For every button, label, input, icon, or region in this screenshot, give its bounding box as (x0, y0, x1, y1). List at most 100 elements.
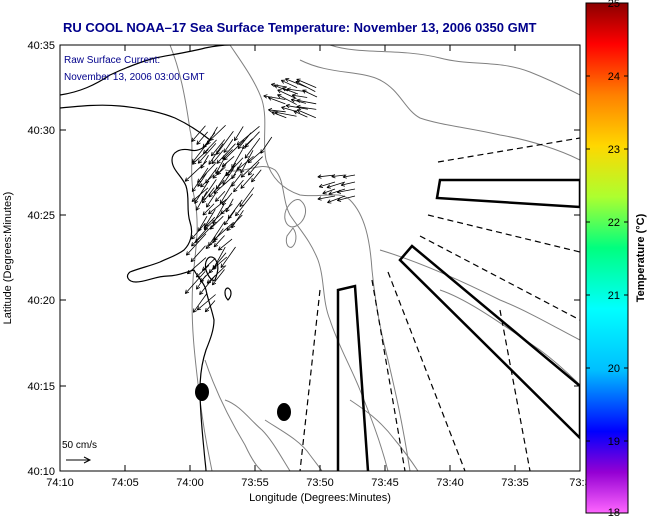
current-vector-arrow (195, 191, 208, 211)
current-vector-arrow (190, 245, 206, 263)
current-vector-arrow (240, 173, 255, 189)
current-vector-arrow (284, 77, 307, 88)
current-vector-arrow (286, 87, 308, 93)
current-vector-arrow (223, 139, 234, 153)
current-vector-arrow (196, 294, 216, 311)
current-vector-arrow (302, 89, 318, 98)
figure-title: RU COOL NOAA–17 Sea Surface Temperature:… (63, 20, 537, 35)
dashed-lines (299, 137, 580, 471)
current-vector-arrow (336, 195, 356, 202)
current-vector-arrow (217, 238, 233, 251)
plot-area: 50 cm/s (60, 45, 580, 471)
colorbar-tick: 24 (608, 71, 620, 83)
x-tick-label: 73:50 (306, 477, 334, 489)
current-vector-arrow (277, 94, 297, 105)
current-vector-arrow (192, 293, 208, 313)
colorbar-tick: 22 (608, 217, 620, 229)
x-tick-label: 74:05 (111, 477, 139, 489)
buoy-marker-2 (277, 403, 291, 421)
x-tick-label: 74:00 (176, 477, 204, 489)
current-vector-arrow (322, 188, 336, 195)
current-vector-arrow (273, 84, 289, 92)
current-vector-arrow (197, 143, 217, 164)
current-vector-arrow (317, 174, 336, 179)
current-vector-arrow (196, 275, 206, 290)
current-vector-arrow (220, 246, 236, 269)
current-vector-arrow (244, 137, 261, 159)
current-vector-arrow (263, 94, 286, 100)
current-vector-arrow (204, 300, 216, 313)
current-vector-arrow (191, 149, 209, 165)
current-vector-arrow (214, 191, 226, 202)
x-tick-label: 74:10 (46, 477, 74, 489)
current-vector-arrow (342, 174, 356, 179)
current-vector-arrow (285, 103, 308, 110)
y-tick-label: 40:20 (27, 295, 55, 307)
current-vector-arrow (239, 187, 255, 208)
current-vector-arrow (326, 181, 346, 189)
x-tick-label: 73:40 (436, 477, 464, 489)
current-vector-arrow (208, 143, 224, 165)
current-vector-arrow (270, 82, 287, 88)
surface-current-vectors (184, 77, 356, 313)
x-tick-label: 73:3 (569, 477, 590, 489)
current-vector-arrow (291, 93, 308, 98)
current-vector-arrow (185, 233, 207, 256)
current-vector-arrow (216, 143, 236, 164)
current-vector-arrow (240, 156, 263, 178)
y-tick-label: 40:30 (27, 125, 55, 137)
y-tick-label: 40:25 (27, 210, 55, 222)
current-vector-arrow (295, 81, 316, 92)
current-vector-arrow (191, 227, 208, 247)
current-vector-arrow (327, 195, 346, 204)
y-tick-label: 40:15 (27, 381, 55, 393)
traffic-lanes (336, 178, 580, 471)
colorbar-tick: 19 (608, 436, 620, 448)
colorbar: 25 24 23 22 21 20 19 18 Temperature (°C) (585, 0, 647, 518)
current-vector-arrow (293, 110, 308, 118)
current-vector-arrow (208, 198, 227, 215)
current-vector-arrow (296, 104, 317, 110)
scale-arrow (66, 456, 92, 464)
current-vector-arrow (280, 79, 298, 88)
colorbar-tick: 23 (608, 144, 620, 156)
current-vector-arrow (318, 181, 336, 188)
scale-label: 50 cm/s (62, 440, 97, 451)
coastline (60, 45, 232, 471)
current-vector-arrow (194, 180, 210, 204)
current-vector-arrow (186, 257, 207, 275)
current-vector-arrow (191, 167, 209, 193)
current-vector-arrow (296, 98, 317, 105)
current-vector-arrow (235, 193, 253, 217)
colorbar-gradient (585, 2, 629, 514)
current-vector-arrow (233, 126, 244, 142)
current-vector-arrow (340, 181, 356, 187)
current-vector-arrow (277, 89, 297, 99)
current-vector-arrow (274, 110, 297, 117)
current-vector-arrow (211, 269, 225, 286)
annotation-line-1: Raw Surface Current: (64, 55, 160, 66)
current-vector-arrow (205, 238, 217, 249)
x-tick-label: 73:55 (241, 477, 269, 489)
current-vector-arrow (201, 187, 215, 204)
current-vector-arrow (241, 138, 253, 150)
current-vector-arrow (267, 96, 286, 105)
buoy-marker-1 (195, 383, 209, 401)
current-vector-arrow (223, 210, 236, 226)
current-vector-arrow (196, 131, 208, 145)
current-vector-arrow (210, 139, 226, 157)
y-axis: 40:35 40:30 40:25 40:20 40:15 40:10 (27, 40, 580, 478)
current-vector-arrow (317, 195, 336, 201)
x-tick-label: 73:45 (371, 477, 399, 489)
current-vector-arrow (211, 149, 224, 165)
x-tick-label: 73:35 (501, 477, 529, 489)
current-vector-arrow (191, 223, 206, 240)
current-vector-arrow (247, 161, 260, 176)
colorbar-title: Temperature (°C) (635, 213, 647, 302)
current-vector-arrow (233, 179, 244, 193)
x-axis: 74:10 74:05 74:00 73:55 73:50 73:45 73:4… (46, 45, 591, 489)
x-axis-title: Longitude (Degrees:Minutes) (249, 492, 391, 504)
current-vector-arrow (331, 174, 346, 179)
current-vector-arrow (213, 235, 225, 248)
